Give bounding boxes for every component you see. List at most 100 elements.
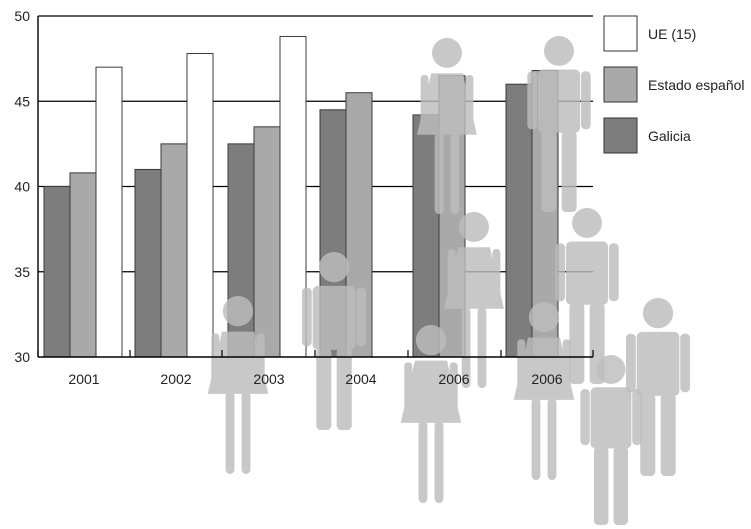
woman-silhouette-icon xyxy=(417,38,477,214)
head xyxy=(544,36,574,66)
x-tick-label: 2004 xyxy=(345,371,376,387)
head xyxy=(528,302,560,333)
leg xyxy=(461,307,471,388)
arm xyxy=(492,248,501,298)
bar-ue15 xyxy=(279,35,307,358)
legend-swatch xyxy=(603,66,638,103)
legend: UE (15) Estado español Galicia xyxy=(603,15,745,154)
leg xyxy=(613,446,628,525)
arm xyxy=(447,248,456,298)
leg xyxy=(594,446,609,525)
x-tick-label: 2001 xyxy=(68,371,99,387)
leg xyxy=(531,398,541,480)
arm xyxy=(680,333,691,393)
head xyxy=(415,325,447,356)
arm xyxy=(301,287,312,347)
torso xyxy=(312,285,356,350)
leg xyxy=(561,131,577,212)
y-tick-labels: 30 35 40 45 50 xyxy=(14,8,30,365)
people-silhouettes-icon xyxy=(207,36,691,525)
man-silhouette-icon xyxy=(527,36,591,212)
y-tick-label: 30 xyxy=(14,349,30,365)
legend-swatch xyxy=(603,117,638,154)
dress xyxy=(513,337,575,400)
arm xyxy=(609,243,619,302)
dress xyxy=(207,331,269,394)
arm xyxy=(420,74,429,124)
arm xyxy=(256,333,265,383)
leg xyxy=(547,398,557,480)
bar-estado-espanol xyxy=(253,126,281,358)
head xyxy=(222,296,254,327)
leg xyxy=(434,421,444,503)
leg xyxy=(569,303,585,384)
leg xyxy=(336,348,352,430)
arm xyxy=(527,71,537,130)
arm xyxy=(449,362,458,412)
legend-swatch xyxy=(603,15,638,52)
leg xyxy=(640,394,656,476)
dress xyxy=(417,73,477,135)
head xyxy=(596,355,626,384)
dress xyxy=(444,247,504,309)
arm xyxy=(581,71,591,130)
dress xyxy=(400,360,462,423)
leg xyxy=(541,131,557,212)
head xyxy=(459,212,489,242)
y-tick-label: 35 xyxy=(14,264,30,280)
leg xyxy=(316,348,332,430)
leg xyxy=(241,392,251,474)
arm xyxy=(632,389,642,446)
torso xyxy=(565,241,609,305)
bar-ue15 xyxy=(95,66,123,358)
bar-galicia xyxy=(134,168,162,358)
head xyxy=(432,38,462,68)
x-tick-label: 2006 xyxy=(531,371,562,387)
y-tick-label: 45 xyxy=(14,93,30,109)
x-tick-label: 2006 xyxy=(438,371,469,387)
head xyxy=(642,298,674,329)
gridlines xyxy=(38,15,593,273)
leg xyxy=(450,133,460,214)
leg xyxy=(418,421,428,503)
arm xyxy=(465,74,474,124)
leg xyxy=(434,133,444,214)
torso xyxy=(636,331,680,396)
y-tick-label: 40 xyxy=(14,179,30,195)
leg xyxy=(660,394,676,476)
bar-estado-espanol xyxy=(69,172,97,358)
woman-silhouette-icon xyxy=(207,296,269,474)
y-tick-label: 50 xyxy=(14,8,30,24)
x-tick-label: 2003 xyxy=(253,371,284,387)
arm xyxy=(625,333,636,393)
leg xyxy=(477,307,487,388)
arm xyxy=(562,339,571,389)
legend-label: Galicia xyxy=(648,128,691,144)
bar-galicia xyxy=(412,114,440,358)
arm xyxy=(555,243,565,302)
woman-silhouette-icon xyxy=(513,302,575,480)
legend-label: Estado español xyxy=(648,77,745,93)
arm xyxy=(580,389,590,446)
x-tick-labels: 2001 2002 2003 2004 2006 2006 xyxy=(68,371,562,387)
woman-silhouette-icon xyxy=(444,212,504,388)
head xyxy=(318,252,350,283)
bar-estado-espanol xyxy=(160,143,188,358)
torso xyxy=(590,387,632,449)
head xyxy=(572,208,602,238)
man-silhouette-icon xyxy=(625,298,691,476)
legend-label: UE (15) xyxy=(648,26,696,42)
arm xyxy=(211,333,220,383)
man-silhouette-icon xyxy=(301,252,367,430)
arm xyxy=(356,287,367,347)
arm xyxy=(517,339,526,389)
leg xyxy=(225,392,235,474)
axes xyxy=(37,16,594,358)
bar-ue15 xyxy=(186,53,214,358)
bar-galicia xyxy=(505,83,533,358)
x-tick-label: 2002 xyxy=(160,371,191,387)
woman-silhouette-icon xyxy=(400,325,462,503)
man-silhouette-icon xyxy=(580,355,642,525)
arm xyxy=(404,362,413,412)
